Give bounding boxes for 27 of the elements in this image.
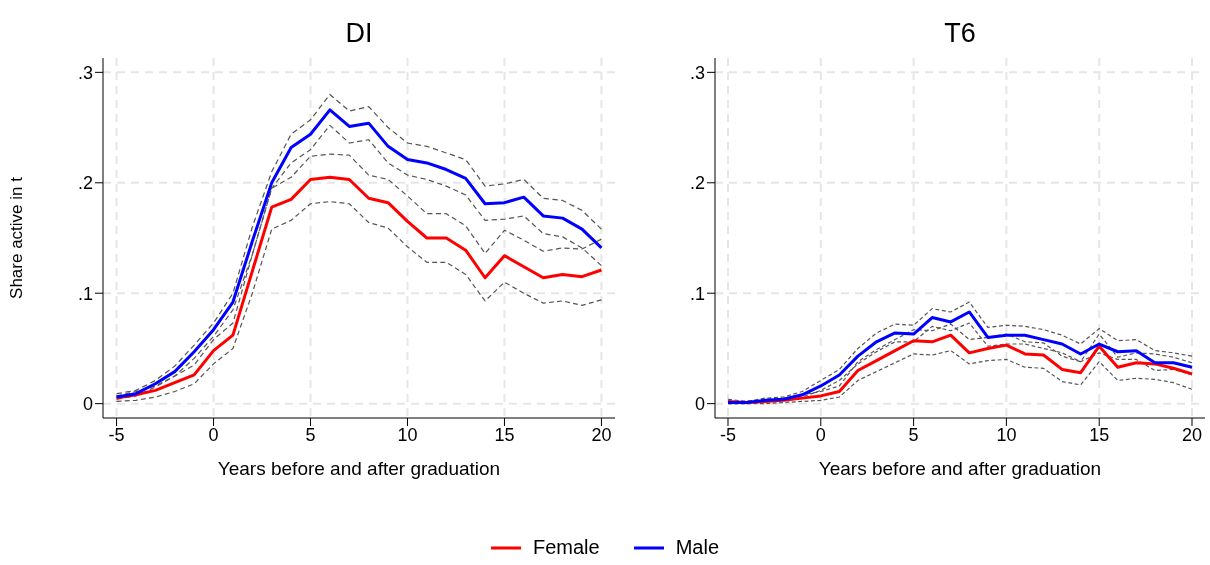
legend-label: Female: [532, 536, 600, 559]
chart-title: DI: [344, 18, 374, 49]
x-tick-label: 20: [1181, 424, 1203, 445]
y-tick-label: .1: [77, 283, 93, 304]
chart-title: T6: [943, 18, 977, 49]
x-axis-title: Years before and after graduation: [818, 458, 1102, 479]
y-tick-label: .2: [689, 173, 705, 194]
y-tick-label: 0: [82, 394, 93, 415]
legend-label: Male: [675, 536, 720, 559]
x-tick-label: 5: [908, 424, 919, 445]
y-tick-label: .3: [689, 62, 705, 83]
x-tick-label: 0: [815, 424, 826, 445]
x-tick-label: -5: [108, 424, 125, 445]
y-tick-label: .2: [77, 173, 93, 194]
y-axis-title: Share active in t: [7, 176, 27, 299]
x-tick-label: 10: [996, 424, 1017, 445]
x-tick-label: -5: [719, 424, 736, 445]
x-tick-label: 10: [397, 424, 418, 445]
x-axis-title: Years before and after graduation: [217, 458, 501, 479]
y-tick-label: 0: [694, 394, 705, 415]
x-tick-label: 15: [494, 424, 515, 445]
x-tick-label: 5: [305, 424, 316, 445]
x-tick-label: 15: [1089, 424, 1110, 445]
y-tick-label: .1: [689, 283, 705, 304]
x-tick-label: 20: [591, 424, 612, 445]
x-tick-label: 0: [208, 424, 219, 445]
y-tick-label: .3: [77, 62, 93, 83]
